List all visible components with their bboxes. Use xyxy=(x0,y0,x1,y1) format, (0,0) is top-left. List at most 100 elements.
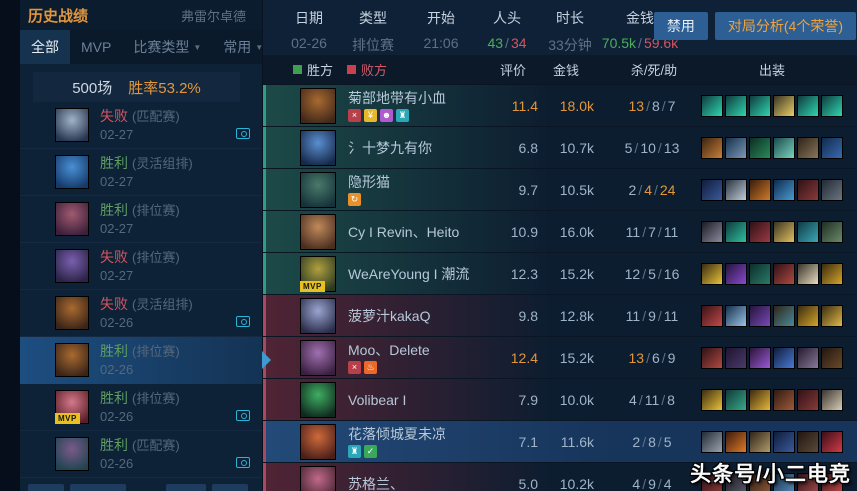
table-row[interactable]: MVP WeAreYoung I 潮流 12.3 15.2k 12/5/16 xyxy=(263,253,857,295)
item-icon xyxy=(725,430,747,453)
table-row[interactable]: 苏格兰、 5.0 10.2k 4/9/4 xyxy=(263,463,857,491)
match-list: 失败 (匹配赛) 02-27 胜利 (灵活组排) 02-27 胜利 (排位赛) 02-27 失败 (… xyxy=(20,102,271,478)
player-name-block: 氵十梦九有你 xyxy=(348,140,488,156)
match-info: 失败 (排位赛) 02-27 xyxy=(100,249,262,283)
summary-column-label: 类型 xyxy=(359,10,387,26)
value-separator: / xyxy=(642,307,647,324)
player-name: 花落倾城夏未凉 xyxy=(348,425,446,442)
rating-value: 9.7 xyxy=(518,181,538,198)
table-row[interactable]: 菊部地带有小血 × ¥ ☻ ♜ 11.4 18.0k 13/8/7 xyxy=(263,85,857,127)
summary-column: 人头 43/34 xyxy=(475,8,539,55)
match-result-line: 失败 (排位赛) xyxy=(100,249,262,266)
filter-tabs: 全部 MVP 比赛类型 ▼ 常用 ▼ xyxy=(20,30,263,64)
match-list-item[interactable]: MVP 胜利 (排位赛) 02-26 xyxy=(20,384,262,431)
item-icon xyxy=(725,178,747,201)
champion-portrait xyxy=(300,87,336,124)
match-list-item[interactable]: 胜利 (排位赛) 02-26 xyxy=(20,337,271,384)
player-name: 氵十梦九有你 xyxy=(348,139,432,156)
queue-type-label: (排位赛) xyxy=(132,391,180,406)
tab-all[interactable]: 全部 xyxy=(20,30,70,64)
match-result-label: 失败 xyxy=(100,108,128,124)
match-list-item[interactable]: 胜利 (排位赛) 02-27 xyxy=(20,196,262,243)
header-buttons: 禁用 对局分析(4个荣誉) xyxy=(653,12,856,40)
replay-icon[interactable] xyxy=(236,457,250,468)
player-name-block: 菠萝汁kakaQ xyxy=(348,308,488,324)
gold-value: 18.0k xyxy=(559,97,594,114)
tab-label: MVP xyxy=(81,39,112,55)
tab-mvp[interactable]: MVP xyxy=(70,30,122,64)
table-row[interactable]: 菠萝汁kakaQ 9.8 12.8k 11/9/11 xyxy=(263,295,857,337)
champion-portrait xyxy=(300,381,336,418)
item-build xyxy=(701,136,843,159)
item-icon xyxy=(701,472,723,491)
champion-portrait: MVP xyxy=(300,255,336,292)
summary-column-label: 日期 xyxy=(295,10,323,26)
item-icon xyxy=(773,304,795,327)
region-label: 弗雷尔卓德 xyxy=(180,8,246,24)
deaths-value: 6 xyxy=(651,349,660,366)
item-icon xyxy=(701,178,723,201)
player-name: Cy I Revin、Heito xyxy=(348,223,460,240)
kda-value: 11/7/11 xyxy=(608,224,696,240)
assists-value: 8 xyxy=(667,391,675,408)
ban-button[interactable]: 禁用 xyxy=(653,12,708,40)
match-analysis-button[interactable]: 对局分析(4个荣誉) xyxy=(714,12,856,40)
table-row[interactable]: Cy I Revin、Heito 10.9 16.0k 11/7/11 xyxy=(263,211,857,253)
summary-column-value: 21:06 xyxy=(423,35,459,51)
player-name-block: Cy I Revin、Heito xyxy=(348,224,488,240)
value-separator: / xyxy=(642,475,647,491)
assists-value: 5 xyxy=(663,433,672,450)
kills-value: 12 xyxy=(624,265,641,282)
pagination-button[interactable] xyxy=(70,484,126,491)
item-icon xyxy=(821,136,843,159)
rating-value: 6.8 xyxy=(518,139,538,156)
item-icon xyxy=(821,388,843,411)
chevron-down-icon: ▼ xyxy=(255,42,264,52)
champion-portrait xyxy=(300,297,336,334)
pagination-button[interactable] xyxy=(212,484,248,491)
tab-label: 常用 xyxy=(223,39,252,55)
table-row[interactable]: Volibear I 7.9 10.0k 4/11/8 xyxy=(263,379,857,421)
table-row[interactable]: 隐形猫 ↻ 9.7 10.5k 2/4/24 xyxy=(263,169,857,211)
table-row[interactable]: 花落倾城夏未凉 ♜ ✓ 7.1 11.6k 2/8/5 xyxy=(263,421,857,463)
item-icon xyxy=(749,304,771,327)
replay-icon[interactable] xyxy=(236,410,250,421)
pagination-button[interactable] xyxy=(28,484,64,491)
match-list-item[interactable]: 胜利 (灵活组排) 02-27 xyxy=(20,149,262,196)
match-list-item[interactable]: 失败 (匹配赛) 02-27 xyxy=(20,102,262,149)
item-icon xyxy=(773,346,795,369)
honor-badge-icon: ✓ xyxy=(364,444,377,458)
assists-value: 11 xyxy=(663,223,679,240)
match-date: 02-27 xyxy=(100,174,134,189)
summary-column: 类型 排位赛 xyxy=(339,8,407,55)
item-icon xyxy=(701,388,723,411)
replay-icon[interactable] xyxy=(236,316,250,327)
honor-badge-icon: ♜ xyxy=(396,108,409,122)
summary-band: 500场 胜率53.2% xyxy=(33,72,240,102)
champion-portrait xyxy=(300,213,336,250)
player-table: 菊部地带有小血 × ¥ ☻ ♜ 11.4 18.0k 13/8/7 氵十梦九有你 6.8 10.7k… xyxy=(263,85,857,491)
replay-icon[interactable] xyxy=(236,128,250,139)
match-date: 02-26 xyxy=(100,456,134,471)
champion-portrait xyxy=(300,129,336,166)
tab-common[interactable]: 常用 ▼ xyxy=(212,30,274,64)
match-list-item[interactable]: 失败 (灵活组排) 02-26 xyxy=(20,290,262,337)
match-list-item[interactable]: 胜利 (匹配赛) 02-26 xyxy=(20,431,262,478)
tab-match-type[interactable]: 比赛类型 ▼ xyxy=(122,30,212,64)
table-row[interactable]: Moo、Delete × ♨ 12.4 15.2k 13/6/9 xyxy=(263,337,857,379)
value-separator: / xyxy=(646,349,650,366)
mvp-badge: MVP xyxy=(55,413,80,424)
rating-value: 7.1 xyxy=(518,433,538,450)
item-build xyxy=(701,220,843,243)
table-row[interactable]: 氵十梦九有你 6.8 10.7k 5/10/13 xyxy=(263,127,857,169)
value-separator: / xyxy=(638,181,643,198)
match-list-item[interactable]: 失败 (排位赛) 02-27 xyxy=(20,243,262,290)
winrate-label: 胜率53.2% xyxy=(128,79,201,97)
item-icon xyxy=(749,430,771,453)
item-icon xyxy=(797,136,819,159)
item-icon xyxy=(773,136,795,159)
item-icon xyxy=(725,136,747,159)
pagination-button[interactable] xyxy=(166,484,206,491)
item-icon xyxy=(773,178,795,201)
match-result-label: 胜利 xyxy=(100,343,128,359)
